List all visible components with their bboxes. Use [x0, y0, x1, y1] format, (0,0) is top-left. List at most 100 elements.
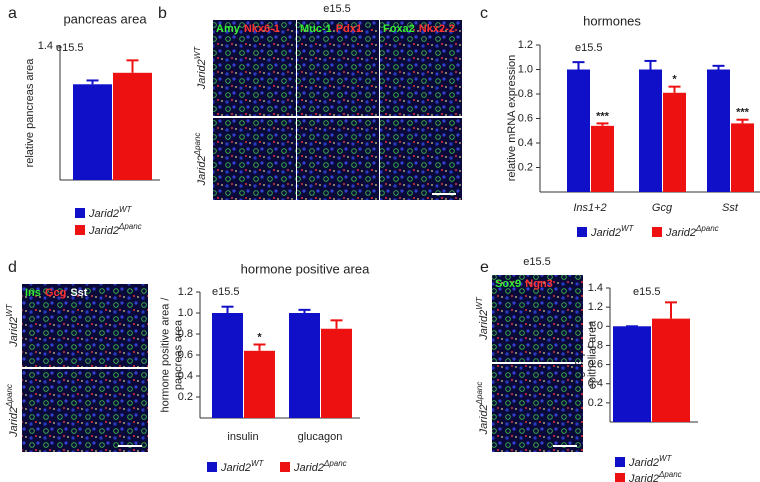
- y-tick-label: 1.0: [178, 307, 193, 319]
- bar: [731, 123, 754, 192]
- legend-swatch: [652, 227, 662, 237]
- legend-label: Jarid2WT: [220, 459, 265, 474]
- stain-name: Nkx6-1: [244, 23, 280, 35]
- legend-swatch: [75, 225, 85, 235]
- y-axis-label: epithelial area: [586, 320, 598, 389]
- y-tick-label: 0.4: [518, 137, 533, 149]
- row-label: Jarid2Δpanc: [5, 384, 20, 438]
- legend-label: Jarid2Δpanc: [665, 224, 719, 239]
- x-tick-label: glucagon: [298, 431, 343, 443]
- error-bar: [86, 79, 99, 85]
- legend-swatch: [615, 457, 625, 467]
- panel-label: c: [480, 5, 488, 22]
- legend-label: Jarid2Δpanc: [293, 459, 347, 474]
- y-tick-label: 0.2: [518, 161, 533, 173]
- y-axis-label: relative pancreas area: [24, 58, 36, 168]
- y-tick-label: 0.2: [178, 391, 193, 403]
- bar: [591, 125, 614, 192]
- y-tick-label: 1.2: [518, 39, 533, 51]
- bar: [567, 69, 590, 192]
- significance: *: [672, 74, 677, 86]
- micrograph: [492, 364, 583, 452]
- stain-name: Ngn3: [525, 278, 553, 290]
- bar: [639, 69, 662, 192]
- x-tick-label: Gcg: [652, 202, 673, 214]
- bar: [663, 92, 686, 192]
- bar: [707, 69, 730, 192]
- annotation: e15.5: [212, 286, 240, 298]
- stain-name: Gcg: [45, 287, 66, 299]
- bar: [212, 313, 243, 418]
- stain-name: Foxa2: [383, 23, 415, 35]
- panel-label: b: [158, 5, 167, 22]
- row-label: Jarid2WT: [475, 296, 490, 341]
- error-bar: [712, 64, 725, 70]
- micrograph: [213, 118, 296, 200]
- stain-label: Amy Nkx6-1: [216, 23, 280, 35]
- x-tick-label: Ins1+2: [573, 202, 606, 214]
- y-tick-label: 0.8: [588, 339, 603, 351]
- error-bar: [668, 85, 681, 93]
- significance: ***: [596, 110, 610, 122]
- row-label: Jarid2WT: [5, 303, 20, 348]
- y-tick-label: 0.6: [178, 349, 193, 361]
- panel-label: d: [8, 259, 17, 276]
- error-bar: [596, 122, 609, 126]
- chart-title: hormones: [583, 13, 641, 28]
- error-bar: [572, 61, 585, 70]
- bar: [113, 72, 152, 180]
- bar: [652, 318, 690, 422]
- y-tick-label: 0.2: [588, 397, 603, 409]
- stain-name: Nkx2-2: [419, 23, 455, 35]
- stain-name: Ins: [25, 287, 41, 299]
- chart-title: hormone positive area: [241, 261, 370, 276]
- micrograph: [380, 118, 462, 200]
- annotation: e15.5: [523, 256, 551, 268]
- micrograph: [492, 275, 583, 362]
- row-label: Jarid2Δpanc: [475, 382, 490, 436]
- micrograph: [380, 20, 462, 116]
- y-tick-label: 1.2: [588, 301, 603, 313]
- bar: [244, 350, 275, 418]
- stain-name: Sst: [70, 287, 87, 299]
- annotation: e15.5: [323, 3, 351, 15]
- y-tick-label: 1.0: [518, 63, 533, 75]
- legend-label: Jarid2WT: [628, 454, 673, 469]
- stain-name: Muc-1: [300, 23, 332, 35]
- error-bar: [298, 308, 311, 313]
- error-bar: [221, 305, 234, 313]
- y-tick-label: 1.4: [38, 40, 53, 52]
- x-tick-label: Sst: [722, 202, 739, 214]
- y-axis-label: hormone positive area /: [159, 297, 171, 413]
- y-tick-label: 0.8: [178, 328, 193, 340]
- annotation: e15.5: [633, 286, 661, 298]
- bar: [289, 313, 320, 418]
- error-bar: [253, 343, 266, 351]
- y-tick-label: 0.6: [518, 112, 533, 124]
- legend-label: Jarid2Δpanc: [88, 222, 142, 237]
- legend-swatch: [207, 462, 217, 472]
- bar: [73, 84, 112, 180]
- micrograph: [22, 369, 148, 452]
- legend-swatch: [280, 462, 290, 472]
- annotation: e15.5: [56, 42, 84, 54]
- y-tick-label: 1.4: [588, 282, 603, 294]
- error-bar: [330, 319, 343, 329]
- micrograph: [22, 284, 148, 367]
- y-tick-label: 1.2: [178, 286, 193, 298]
- micrograph: [297, 118, 379, 200]
- y-axis-label: pancreas area: [172, 319, 184, 390]
- y-tick-label: 0.6: [588, 358, 603, 370]
- chart-title: pancreas area: [63, 11, 147, 26]
- annotation: e15.5: [575, 42, 603, 54]
- micrograph: [213, 20, 296, 116]
- y-tick-label: 0.8: [518, 88, 533, 100]
- panel-label: e: [480, 259, 489, 276]
- y-tick-label: 1.0: [588, 320, 603, 332]
- stain-name: Pdx1: [336, 23, 362, 35]
- row-label: Jarid2WT: [193, 46, 208, 91]
- x-tick-label: insulin: [227, 431, 258, 443]
- micrograph: [297, 20, 379, 116]
- row-label: Jarid2Δpanc: [193, 133, 208, 187]
